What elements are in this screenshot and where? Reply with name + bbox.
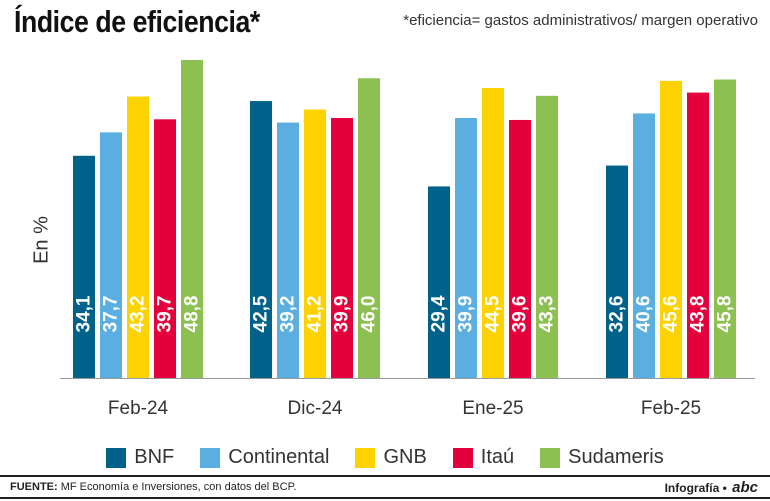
data-label: 32,6 [607,296,628,333]
bar-sudameris-feb-25 [714,79,736,378]
bar-sudameris-dic-24 [358,78,380,378]
data-label: 40,6 [634,296,655,333]
bar-gnb-ene-25 [482,88,504,378]
data-label: 45,6 [661,296,682,333]
footer-bottom-rule [0,497,770,499]
source-label: FUENTE: [10,481,58,493]
bar-gnb-dic-24 [304,109,326,378]
data-label: 34,1 [74,295,95,332]
legend-swatch [106,447,127,468]
legend: BNF Continental GNB Itaú Sudameris [0,446,770,469]
credit-text: Infografía • [664,481,727,495]
data-label: 42,5 [251,295,272,332]
data-label: 44,5 [483,295,504,332]
data-label: 46,0 [359,296,380,333]
source-text: MF Economía e Inversiones, con datos del… [60,481,297,493]
data-label: 45,8 [715,296,736,333]
data-label: 39,2 [278,296,299,333]
legend-item: Itaú [452,446,515,469]
bar-ita--feb-24 [154,119,176,378]
bar-sudameris-ene-25 [536,95,558,379]
legend-label: BNF [134,446,175,468]
x-tick-label: Feb-25 [641,398,701,419]
x-tick-label: Ene-25 [462,398,523,419]
legend-swatch [452,447,473,468]
bar-bnf-ene-25 [428,186,450,378]
legend-label: GNB [383,446,427,468]
data-label: 39,7 [155,296,176,333]
bar-sudameris-feb-24 [181,60,203,378]
legend-item: GNB [355,446,427,469]
data-label: 43,8 [688,296,709,333]
legend-swatch [540,447,561,468]
data-label: 39,9 [332,296,353,333]
data-label: 39,9 [456,296,477,333]
bar-continental-dic-24 [277,122,299,379]
legend-swatch [200,447,221,468]
footer-divider [0,475,770,477]
bar-continental-feb-24 [100,132,122,378]
bar-gnb-feb-24 [127,96,149,378]
bar-gnb-feb-25 [660,80,682,378]
abc-logo: abc [732,479,758,496]
legend-item: Sudameris [540,446,664,469]
legend-label: Continental [228,446,330,468]
data-label: 43,3 [537,296,558,333]
chart-title: Índice de eficiencia* [14,4,260,39]
bar-chart: 34,1 37,7 43,2 39,7 48,8 Feb-24 42,5 39,2 41,2 39… [60,60,755,419]
legend-label: Itaú [480,446,515,468]
bar-ita--feb-25 [687,92,709,378]
data-label: 29,4 [429,295,450,332]
credit: Infografía • abc [665,479,758,496]
data-label: 43,2 [128,296,149,333]
legend-swatch [355,447,376,468]
legend-label: Sudameris [568,446,664,468]
bar-ita--dic-24 [331,117,353,378]
x-tick-label: Dic-24 [288,398,343,419]
legend-item: BNF [106,446,174,469]
data-label: 39,6 [510,296,531,333]
bar-continental-ene-25 [455,117,477,378]
data-label: 41,2 [305,296,326,333]
bar-ita--ene-25 [509,119,531,379]
source-note: FUENTE: MF Economía e Inversiones, con d… [10,481,297,493]
bar-continental-feb-25 [633,113,655,379]
data-label: 37,7 [101,296,122,333]
legend-item: Continental [200,446,329,469]
bar-bnf-dic-24 [250,101,272,378]
efficiency-footnote: *eficiencia= gastos administrativos/ mar… [403,12,758,29]
bar-bnf-feb-25 [606,165,628,378]
x-tick-label: Feb-24 [108,398,169,419]
bar-bnf-feb-24 [73,155,95,378]
data-label: 48,8 [182,296,203,333]
